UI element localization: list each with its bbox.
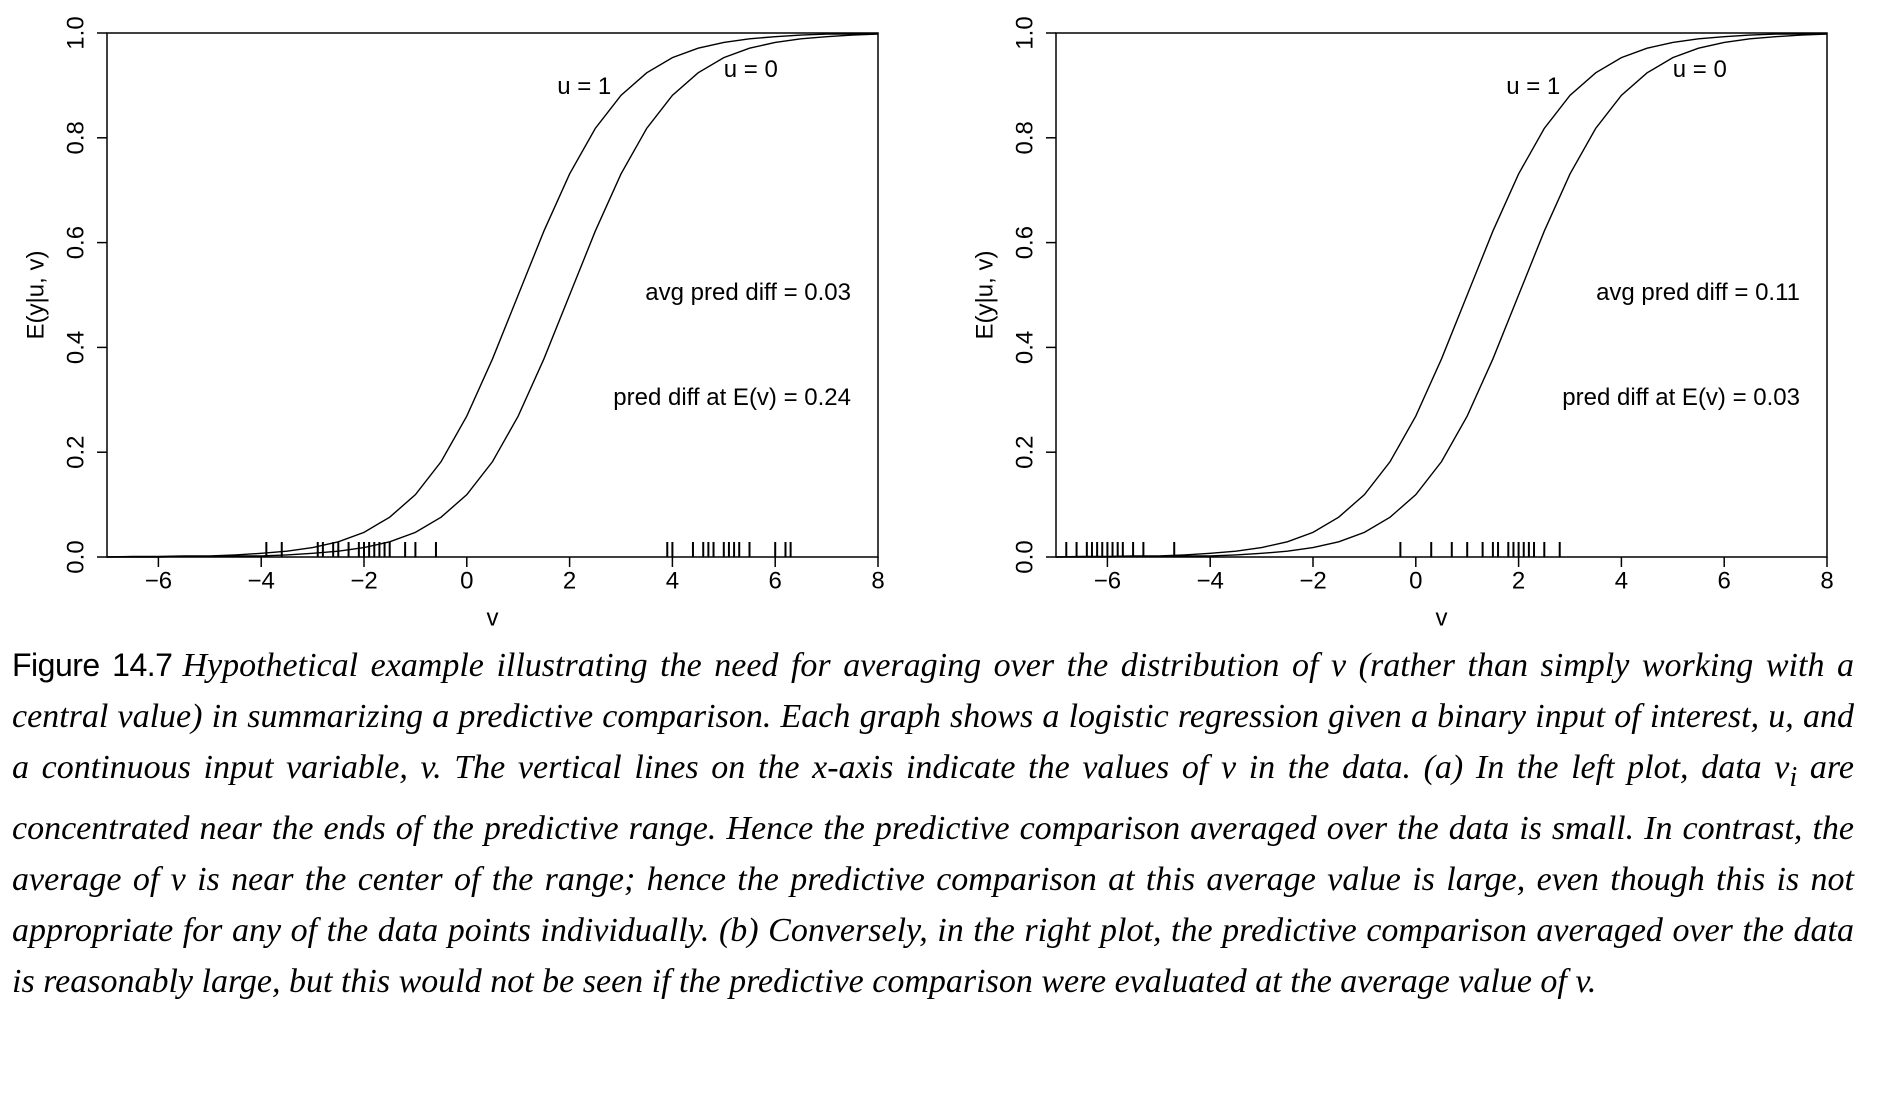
- plot-frame: [106, 32, 879, 558]
- x-tick-label: 6: [769, 567, 782, 594]
- x-tick-label: 8: [1820, 567, 1833, 594]
- y-tick-label: 0.6: [1011, 226, 1038, 259]
- x-tick-label: −6: [1094, 567, 1121, 594]
- curve: [106, 32, 879, 558]
- curve-label: u = 0: [1673, 56, 1727, 83]
- y-axis-label: E(y|u, v): [971, 251, 998, 340]
- y-tick-label: 0.8: [62, 121, 89, 154]
- annotation: pred diff at E(v) = 0.03: [1562, 384, 1800, 411]
- curve-label: u = 1: [1506, 73, 1560, 100]
- x-tick-label: −6: [145, 567, 172, 594]
- x-tick-label: 6: [1718, 567, 1731, 594]
- curve-label: u = 1: [557, 73, 611, 100]
- curve: [1056, 33, 1828, 558]
- x-tick-label: 0: [460, 567, 473, 594]
- x-tick-label: 2: [563, 567, 576, 594]
- x-tick-label: 2: [1512, 567, 1525, 594]
- y-tick-label: 1.0: [1011, 16, 1038, 49]
- curve: [107, 33, 879, 558]
- y-axis-label: E(y|u, v): [22, 251, 49, 340]
- y-tick-label: 0.8: [1011, 121, 1038, 154]
- x-tick-label: −4: [1197, 567, 1224, 594]
- caption: Figure 14.7 Hypothetical example illustra…: [12, 640, 1854, 1007]
- y-tick-label: 0.6: [62, 226, 89, 259]
- y-tick-label: 0.4: [1011, 331, 1038, 364]
- figure: −6 −4 −2 0 2 4 6 8 0.0 0.2 0.4 0.6 0.8 1.0 v E(y|u, v) u…: [22, 16, 1833, 631]
- plot-frame: [1055, 32, 1828, 558]
- annotation: avg pred diff = 0.03: [645, 279, 851, 306]
- x-tick-label: 4: [666, 567, 679, 594]
- y-tick-label: 1.0: [62, 16, 89, 49]
- x-tick-label: −4: [248, 567, 275, 594]
- caption-text: are concentrated near the ends of the pr…: [12, 749, 1854, 1000]
- annotation: avg pred diff = 0.11: [1596, 279, 1800, 306]
- x-tick-label: −2: [350, 567, 377, 594]
- caption-text: Hypothetical example illustrating the ne…: [12, 647, 1855, 786]
- x-axis-label: v: [1436, 604, 1448, 631]
- x-tick-label: 0: [1409, 567, 1422, 594]
- caption-label: Figure 14.7: [12, 647, 173, 683]
- caption-subscript: i: [1789, 761, 1798, 793]
- x-tick-label: −2: [1299, 567, 1326, 594]
- y-tick-label: 0.0: [1011, 540, 1038, 573]
- curve: [1055, 32, 1828, 558]
- curve-label: u = 0: [724, 56, 778, 83]
- x-tick-label: 8: [871, 567, 884, 594]
- y-tick-label: 0.0: [62, 540, 89, 573]
- x-tick-label: 4: [1615, 567, 1628, 594]
- y-tick-label: 0.2: [1011, 436, 1038, 469]
- x-axis-label: v: [487, 604, 499, 631]
- annotation: pred diff at E(v) = 0.24: [613, 384, 851, 411]
- y-tick-label: 0.2: [62, 436, 89, 469]
- y-tick-label: 0.4: [62, 331, 89, 364]
